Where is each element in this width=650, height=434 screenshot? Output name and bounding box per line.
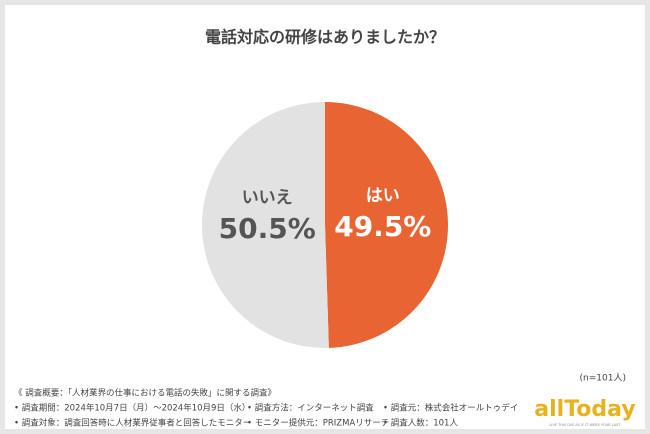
footer-note: • 調査人数：101人	[383, 418, 458, 429]
logo-tagline: LIVE THIS DAY AS IF IT WERE YOUR LAST	[549, 423, 621, 427]
footer-note: • 調査対象：調査回答時に人材業界従事者と回答したモニター	[14, 418, 251, 429]
footer-note: 《 調査概要：「人材業界の仕事における電話の失敗」に関する調査》	[14, 388, 276, 399]
logo: allToday	[534, 397, 635, 422]
footer-note: • モニター提供元：PRIZMAリサーチ	[247, 418, 389, 429]
slice-label: いいえ	[242, 188, 293, 208]
pie-slice	[201, 102, 329, 348]
pie-slice	[325, 102, 448, 348]
value-label: 50.5%	[219, 212, 316, 245]
sample-note: (n=101人)	[580, 373, 626, 384]
slice-label: はい	[366, 186, 400, 206]
footer-note: • 調査期間：2024年10月7日（月）〜2024年10月9日（水）	[14, 403, 250, 414]
value-label: 49.5%	[334, 210, 431, 243]
chart-title: 電話対応の研修はありましたか？	[205, 28, 445, 47]
footer-note: • 調査方法：インターネット調査	[247, 403, 374, 414]
footer-note: • 調査元：株式会社オールトゥデイ	[383, 403, 518, 414]
